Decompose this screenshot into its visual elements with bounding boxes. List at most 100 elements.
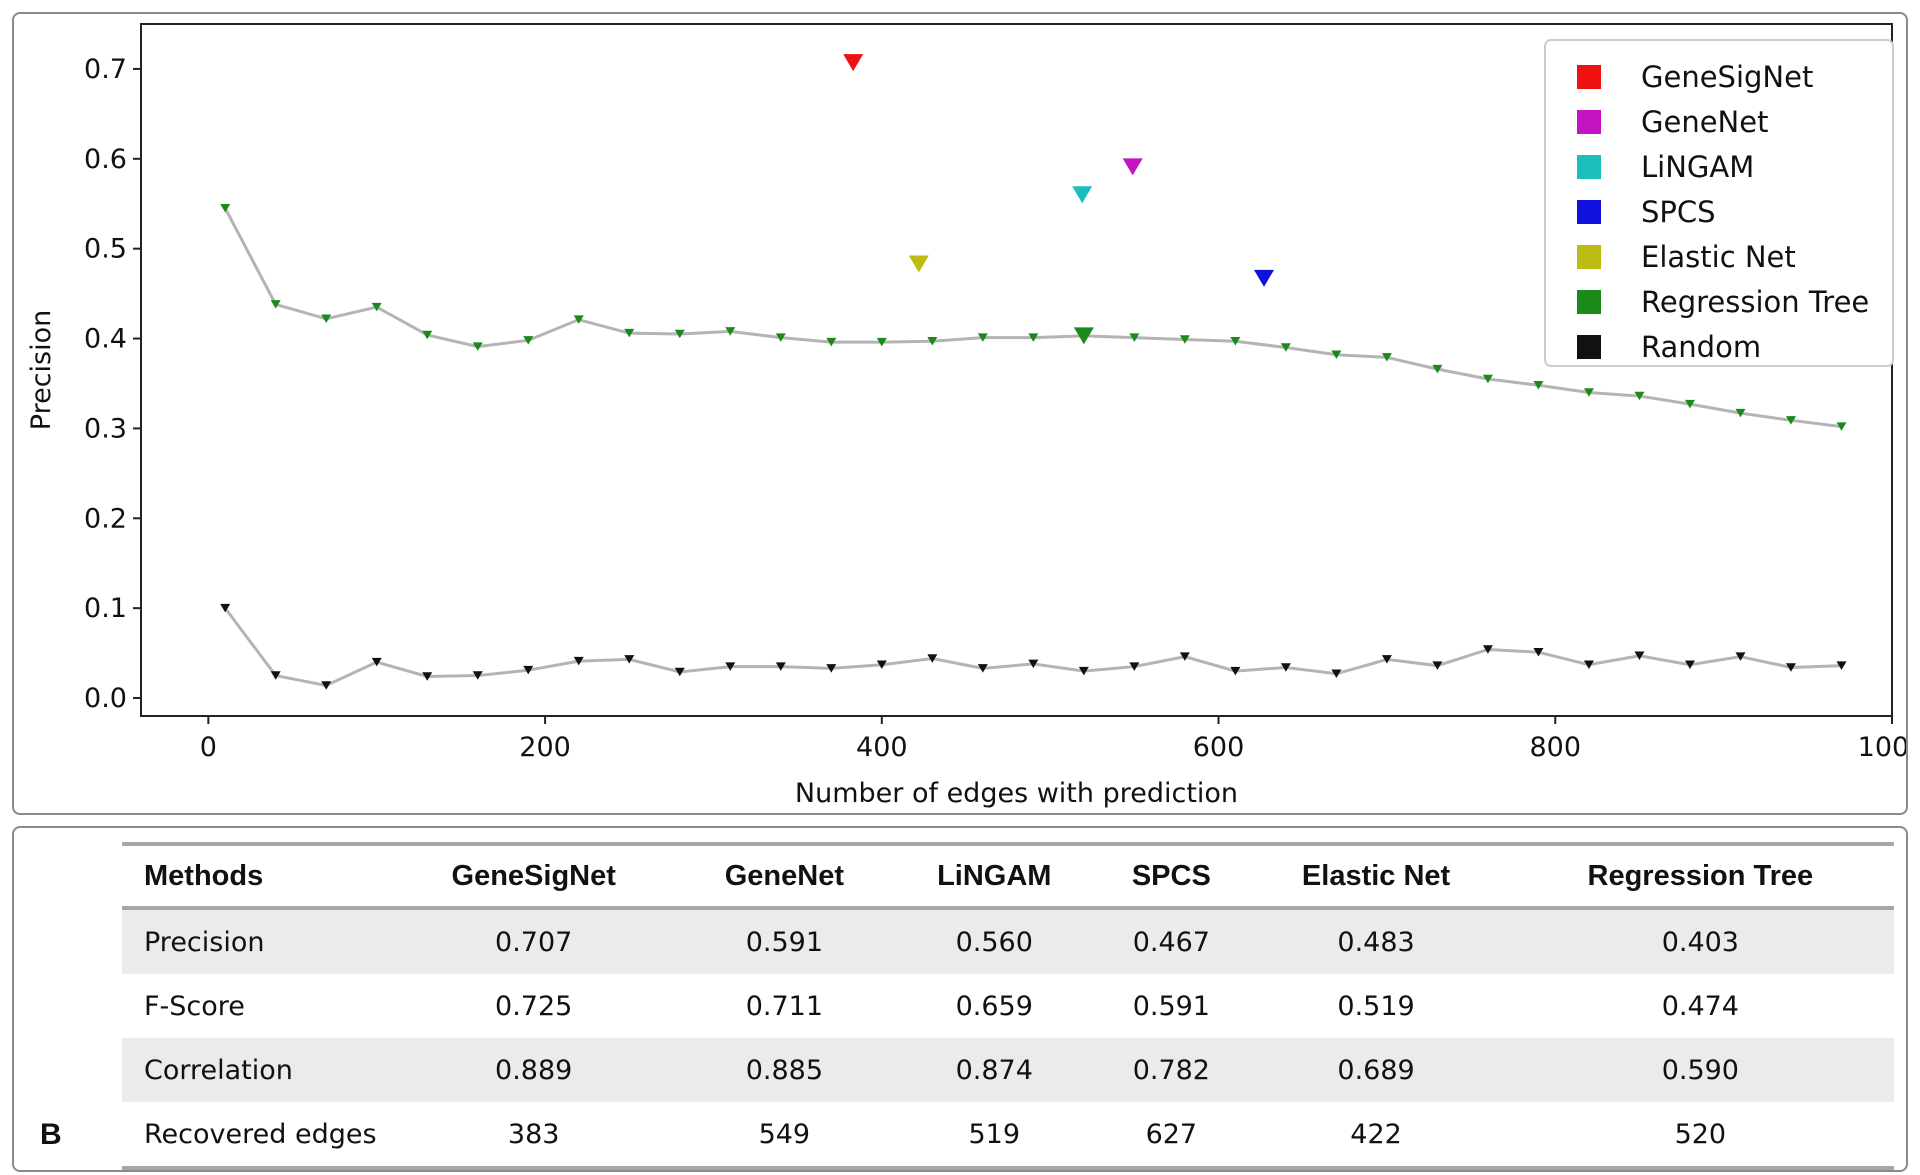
regression-tree-point: [1684, 399, 1695, 409]
table-cell: 627: [1145, 1118, 1198, 1150]
regression-tree-point: [1785, 416, 1796, 425]
random-point: [523, 665, 534, 675]
legend-swatch: [1577, 200, 1601, 224]
table-cell: 0.725: [495, 990, 573, 1022]
legend-swatch: [1577, 335, 1601, 359]
x-tick-label: 200: [519, 732, 571, 763]
spcs-marker: [1253, 269, 1274, 287]
x-tick-label: 800: [1529, 732, 1581, 763]
table-cell: 549: [758, 1118, 811, 1150]
header-cell: SPCS: [1131, 859, 1211, 892]
random-point: [1331, 669, 1342, 679]
random-point: [1785, 663, 1796, 672]
panel-letter: B: [40, 1118, 62, 1151]
regression-tree-point: [1836, 422, 1847, 431]
table-cell: 0.591: [1132, 990, 1210, 1022]
row-label: Recovered edges: [144, 1118, 377, 1150]
table-cell: 0.711: [745, 990, 823, 1022]
random-point: [1836, 661, 1847, 670]
x-tick-label: 600: [1193, 732, 1245, 763]
table-row: Precision 0.707 0.591 0.560 0.467 0.483 …: [122, 908, 1894, 974]
random-point: [573, 656, 584, 666]
metrics-table: Methods GeneSigNet GeneNet LiNGAM SPCS E…: [122, 842, 1894, 1170]
table-cell: 0.689: [1337, 1054, 1415, 1086]
table-header-row: Methods GeneSigNet GeneNet LiNGAM SPCS E…: [122, 844, 1894, 908]
genesignet-marker: [843, 54, 864, 72]
plot-frame: [140, 23, 1893, 717]
legend-label: SPCS: [1641, 195, 1716, 229]
table-cell: 0.519: [1337, 990, 1415, 1022]
legend-swatch: [1577, 110, 1601, 134]
random-line: [223, 607, 1842, 688]
regression-tree-point: [573, 315, 584, 324]
regression-tree-point: [876, 337, 887, 347]
random-point: [371, 657, 382, 667]
x-tick-label: 400: [856, 732, 908, 763]
table-cell: 0.483: [1337, 926, 1415, 958]
random-point: [674, 667, 685, 677]
legend-label: Regression Tree: [1641, 285, 1869, 319]
header-cell: GeneNet: [724, 859, 844, 892]
regression-tree-point: [977, 333, 988, 342]
regression-tree-point: [1230, 336, 1241, 346]
legend-swatch: [1577, 65, 1601, 89]
random-point: [1280, 663, 1291, 672]
y-tick-label: 0.7: [84, 54, 127, 85]
random-point: [826, 664, 837, 673]
table-cell: 0.591: [745, 926, 823, 958]
table-cell: 0.403: [1661, 926, 1739, 958]
elastic-net-marker: [908, 255, 929, 273]
regression-tree-point: [1583, 388, 1594, 397]
y-tick-label: 0.6: [84, 144, 127, 175]
regression-tree-point: [1280, 343, 1291, 352]
y-tick-label: 0.2: [84, 503, 127, 534]
regression-tree-point: [1533, 381, 1544, 390]
regression-tree-point: [1129, 333, 1140, 342]
table-cell: 0.474: [1661, 990, 1739, 1022]
table-cell: 383: [507, 1118, 560, 1150]
header-cell: GeneSigNet: [451, 859, 616, 892]
random-point: [1583, 660, 1594, 670]
random-point: [1482, 645, 1493, 654]
random-point: [927, 654, 938, 663]
regression-tree-point: [220, 203, 231, 213]
legend-swatch: [1577, 155, 1601, 179]
random-point: [270, 671, 281, 680]
table-row: F-Score 0.725 0.711 0.659 0.591 0.519 0.…: [122, 974, 1894, 1038]
legend-swatch: [1577, 290, 1601, 314]
random-point: [422, 672, 433, 681]
random-point: [1230, 666, 1241, 676]
table-row: Recovered edges 383 549 519 627 422 520: [122, 1102, 1894, 1168]
table-cell: 0.659: [955, 990, 1033, 1022]
table-cell: 0.707: [495, 926, 573, 958]
legend-label: GeneSigNet: [1641, 60, 1813, 94]
table-cell: 0.782: [1132, 1054, 1210, 1086]
regression-tree-point: [1179, 335, 1190, 344]
random-point: [1179, 652, 1190, 661]
regression-tree-point: [624, 328, 635, 338]
legend-box: [1544, 39, 1894, 367]
y-tick-label: 0.0: [84, 683, 127, 714]
random-point: [876, 660, 887, 670]
y-tick-label: 0.3: [84, 413, 127, 444]
random-point: [1735, 652, 1746, 661]
row-label: F-Score: [144, 990, 245, 1022]
regression-tree-point: [1432, 364, 1443, 374]
regression-tree-point: [725, 327, 736, 336]
random-point: [977, 664, 988, 673]
header-cell: LiNGAM: [937, 859, 1052, 892]
random-point: [725, 662, 736, 671]
table-cell: 0.560: [955, 926, 1033, 958]
regression-tree-point: [472, 342, 483, 351]
legend-label: Random: [1641, 330, 1761, 364]
regression-tree-point: [826, 337, 837, 347]
random-point: [1381, 655, 1392, 664]
random-point: [624, 655, 635, 664]
regression-tree-point: [674, 329, 685, 339]
random-point: [1129, 662, 1140, 671]
table-cell: 519: [968, 1118, 1021, 1150]
legend-swatch: [1577, 245, 1601, 269]
table-cell: 0.885: [745, 1054, 823, 1086]
